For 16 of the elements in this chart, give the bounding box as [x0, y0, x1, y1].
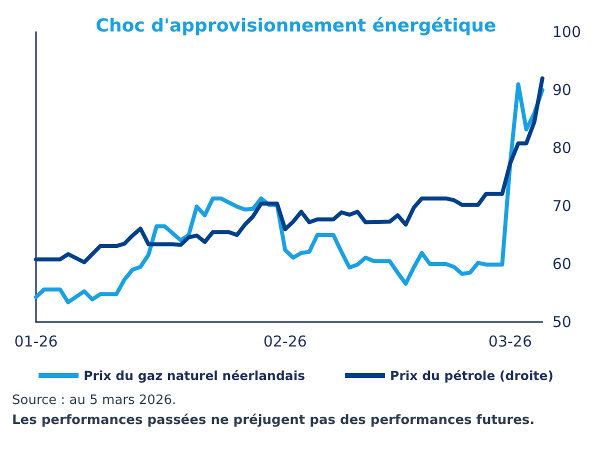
- legend-label: Prix du pétrole (droite): [390, 368, 554, 383]
- y-tick-label: 60: [552, 255, 572, 273]
- x-tick-label: 02-26: [263, 332, 307, 350]
- source-note: Source : au 5 mars 2026.: [12, 393, 176, 408]
- y-tick-label: 50: [552, 313, 572, 331]
- y-tick-label: 80: [552, 139, 572, 157]
- line-series: [34, 82, 544, 304]
- legend-label: Prix du gaz naturel néerlandais: [84, 368, 306, 383]
- chart-title: Choc d'approvisionnement énergétique: [96, 16, 496, 36]
- y-tick-label: 100: [552, 23, 582, 41]
- y-tick-label: 70: [552, 197, 572, 215]
- y-tick-label: 90: [552, 81, 572, 99]
- line-series: [34, 76, 544, 264]
- x-tick-label: 01-26: [14, 332, 58, 350]
- text: Les performances passées ne préjugent pas des performances futures.: [12, 413, 535, 428]
- x-tick-label: 03-26: [488, 332, 532, 350]
